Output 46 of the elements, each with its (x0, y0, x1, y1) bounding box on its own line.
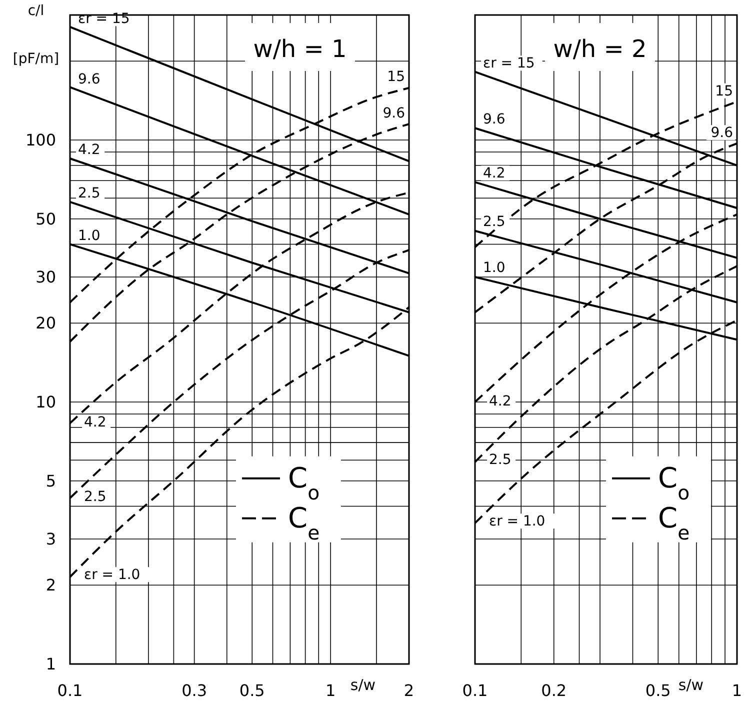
series-label: 9.6 (710, 125, 734, 142)
text: c/l [pF/m] (12, 3, 60, 67)
x-tick-label: 0.3 (182, 681, 208, 700)
text: w/h = 1 (253, 35, 347, 63)
series-label: 4.2 (483, 166, 506, 182)
series-label: 9.6 (78, 71, 100, 88)
series-label: 4.2 (78, 142, 100, 158)
series-label: εr = 15 (483, 56, 535, 72)
series-label: 2.5 (84, 488, 106, 505)
series-label: 4.2 (489, 393, 512, 410)
series-label: 1.0 (78, 228, 100, 244)
x-tick-label: 0.5 (645, 681, 671, 700)
y-tick-label: 20 (36, 314, 56, 333)
series-label: 4.2 (84, 414, 106, 431)
y-tick-label: 3 (46, 530, 56, 549)
x-tick-label: 0.2 (541, 681, 567, 700)
x-tick-label: 2 (404, 681, 414, 700)
x-axis-title: s/w (678, 676, 704, 694)
series-label: 1.0 (483, 260, 506, 276)
x-tick-label: 1 (325, 681, 336, 700)
series-label: 15 (387, 69, 405, 86)
series-label: 15 (715, 83, 733, 100)
y-tick-label: 10 (36, 392, 56, 412)
series-label: 9.6 (483, 112, 506, 128)
annotation: C$_{o}$ (658, 461, 690, 504)
series-label: εr = 1.0 (84, 567, 140, 584)
x-tick-label: 0.1 (462, 681, 488, 700)
x-tick-label: 0.5 (239, 681, 265, 700)
y-tick-label: 30 (36, 268, 56, 287)
annotation: C$_{e}$ (658, 501, 690, 544)
series-label: εr = 1.0 (489, 514, 546, 530)
series-label: 2.5 (483, 214, 506, 230)
y-tick-label: 2 (46, 576, 56, 595)
y-tick-label: 100 (25, 130, 56, 150)
annotation: C$_{e}$ (288, 501, 320, 544)
series-label: 9.6 (382, 105, 406, 122)
annotation: C$_{o}$ (288, 461, 320, 504)
series-label: 2.5 (489, 452, 512, 468)
y-tick-label: 1 (46, 654, 56, 674)
x-axis-title: s/w (350, 676, 376, 694)
y-tick-label: 5 (46, 471, 56, 490)
x-tick-label: 1 (732, 681, 742, 700)
series-label: 2.5 (78, 186, 100, 202)
y-tick-label: 50 (36, 209, 56, 228)
x-tick-label: 0.1 (57, 681, 83, 700)
text: w/h = 2 (553, 35, 647, 63)
